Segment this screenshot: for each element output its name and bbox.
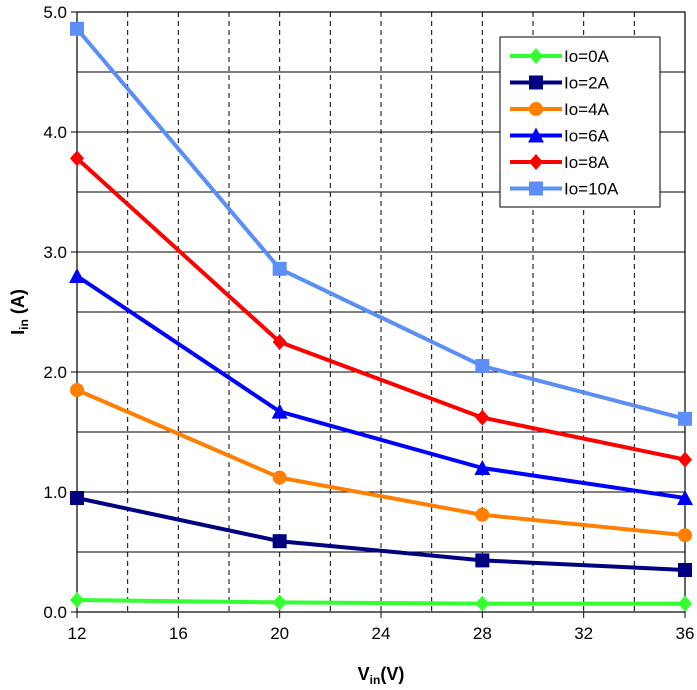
legend-item: Io=10A [510,180,619,199]
legend-swatch-marker [529,75,543,90]
series-io-4a [70,383,692,543]
legend-swatch-marker [529,102,543,116]
y-tick-label: 3.0 [43,243,67,262]
data-point [70,383,84,397]
y-tick-label: 2.0 [43,363,67,382]
data-point [70,491,84,505]
legend-label: Io=0A [564,47,610,66]
legend-label: Io=10A [564,180,619,199]
data-point [475,553,490,568]
data-point [678,451,692,468]
legend-item: Io=2A [510,74,610,93]
legend-item: Io=0A [510,47,610,66]
series-line [76,388,686,538]
data-point [475,595,490,612]
data-point [70,592,84,608]
data-point [272,261,287,276]
y-axis-label: Iin (A) [8,289,31,335]
series-io-10a [70,21,692,426]
legend-swatch-marker [529,154,543,170]
x-tick-label: 28 [473,624,492,643]
y-axis-label-tail: (A) [8,289,28,319]
series-line [75,156,686,462]
y-axis-label-main: I [8,330,28,335]
x-axis-label-main: V [358,664,370,684]
data-point [677,490,693,505]
legend-label: Io=8A [564,153,610,172]
data-point [271,403,288,419]
series-io-2a [70,491,692,577]
x-tick-label: 16 [169,624,188,643]
series-line [76,496,686,572]
data-point [70,21,84,36]
x-axis-label-tail: (V) [380,664,404,684]
legend-swatch-marker [529,48,543,64]
legend-item: Io=4A [510,100,610,119]
data-point [272,470,287,485]
legend-label: Io=2A [564,74,610,93]
data-point [678,411,692,426]
data-point [474,460,491,475]
data-point [272,534,287,549]
data-point [70,150,84,167]
data-point [475,507,490,522]
data-point [272,594,287,611]
legend-label: Io=4A [564,100,610,119]
legend-swatch-marker [529,181,543,196]
y-tick-label: 1.0 [43,483,67,502]
series-line [75,274,686,500]
series-io-8a [70,150,692,468]
data-point [69,268,85,283]
series-line [76,598,685,606]
legend: Io=0A Io=2A Io=4A Io=6A Io=8A Io=10A [499,36,661,208]
x-axis-label: Vin(V) [358,664,405,687]
data-point [678,528,692,543]
data-point [272,334,287,350]
data-point [678,595,692,612]
y-tick-label: 0.0 [43,603,67,622]
series-io-6a [69,268,693,505]
legend-item: Io=6A [510,127,610,146]
x-tick-label: 36 [676,624,695,643]
y-tick-label: 4.0 [43,123,67,142]
data-point [678,563,692,577]
axis-ticks: 12 16 20 24 28 32 36 0.0 1.0 2.0 3.0 4.0 5.0 [43,3,694,643]
legend-item: Io=8A [510,153,610,172]
legend-label: Io=6A [564,127,610,146]
data-point [475,409,490,426]
x-tick-label: 12 [68,624,87,643]
legend-swatch-marker [528,127,544,143]
data-point [475,359,490,373]
y-tick-label: 5.0 [43,3,67,22]
x-tick-label: 20 [270,624,289,643]
legend-box [499,36,661,208]
y-axis-label-sub: in [17,319,31,330]
x-tick-label: 32 [574,624,593,643]
x-tick-label: 24 [372,624,391,643]
series-group [69,21,693,612]
series-line [75,27,686,421]
x-axis-label-sub: in [370,673,381,687]
series-io-0a [70,592,692,612]
